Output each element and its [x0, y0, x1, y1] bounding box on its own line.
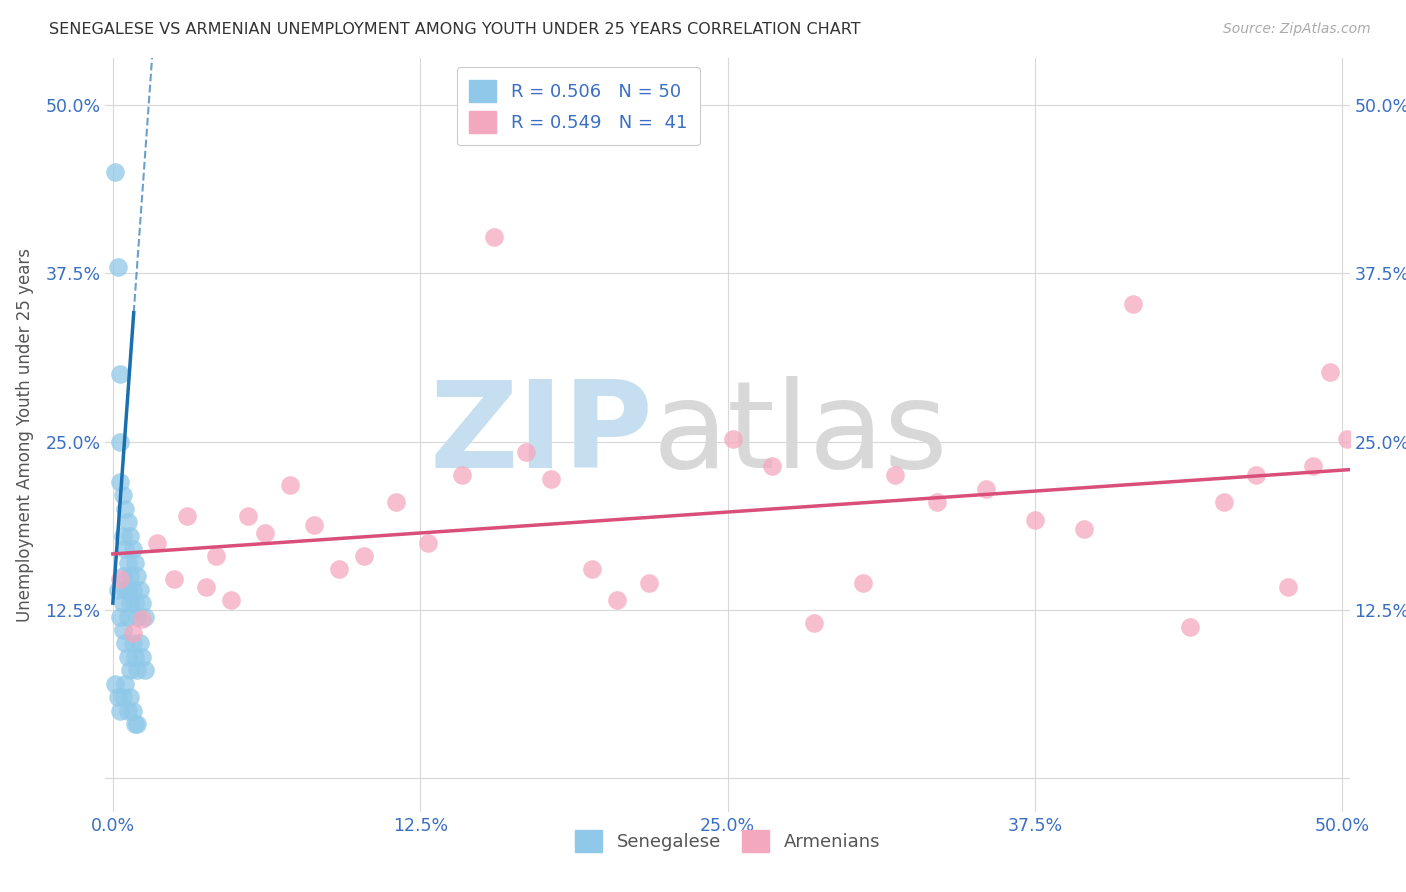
Point	[121, 582, 143, 597]
Point	[124, 596, 146, 610]
Y-axis label: Unemployment Among Youth under 25 years: Unemployment Among Youth under 25 years	[17, 248, 34, 622]
Point	[107, 582, 129, 597]
Point	[117, 649, 139, 664]
Point	[127, 717, 149, 731]
Point	[163, 572, 186, 586]
Point	[108, 434, 131, 449]
Point	[1213, 495, 1236, 509]
Point	[205, 549, 228, 563]
Point	[124, 717, 146, 731]
Point	[124, 556, 146, 570]
Point	[416, 535, 439, 549]
Legend: Senegalese, Armenians: Senegalese, Armenians	[568, 822, 887, 859]
Point	[974, 482, 997, 496]
Point	[581, 562, 603, 576]
Point	[104, 677, 127, 691]
Text: ZIP: ZIP	[429, 376, 652, 493]
Point	[121, 636, 143, 650]
Point	[111, 623, 134, 637]
Point	[176, 508, 198, 523]
Point	[118, 664, 141, 678]
Point	[108, 572, 131, 586]
Point	[761, 458, 783, 473]
Point	[1073, 522, 1095, 536]
Point	[118, 690, 141, 705]
Point	[107, 260, 129, 274]
Point	[304, 518, 326, 533]
Point	[108, 704, 131, 718]
Text: SENEGALESE VS ARMENIAN UNEMPLOYMENT AMONG YOUTH UNDER 25 YEARS CORRELATION CHART: SENEGALESE VS ARMENIAN UNEMPLOYMENT AMON…	[49, 22, 860, 37]
Point	[118, 596, 141, 610]
Point	[134, 609, 156, 624]
Point	[254, 526, 277, 541]
Point	[107, 690, 129, 705]
Point	[114, 677, 136, 691]
Point	[131, 649, 153, 664]
Point	[515, 445, 537, 459]
Point	[108, 475, 131, 489]
Text: Source: ZipAtlas.com: Source: ZipAtlas.com	[1223, 22, 1371, 37]
Point	[121, 542, 143, 557]
Point	[1319, 365, 1341, 379]
Point	[1336, 432, 1358, 446]
Point	[1122, 297, 1144, 311]
Point	[236, 508, 259, 523]
Point	[111, 529, 134, 543]
Point	[1302, 458, 1324, 473]
Point	[540, 472, 562, 486]
Point	[114, 501, 136, 516]
Point	[852, 575, 875, 590]
Point	[803, 616, 825, 631]
Point	[127, 664, 149, 678]
Point	[117, 704, 139, 718]
Point	[1178, 620, 1201, 634]
Point	[1277, 580, 1299, 594]
Point	[121, 625, 143, 640]
Point	[146, 535, 169, 549]
Point	[219, 593, 242, 607]
Point	[118, 529, 141, 543]
Point	[127, 609, 149, 624]
Point	[111, 488, 134, 502]
Point	[127, 569, 149, 583]
Point	[117, 582, 139, 597]
Point	[328, 562, 350, 576]
Point	[111, 569, 134, 583]
Point	[118, 569, 141, 583]
Point	[1024, 513, 1046, 527]
Point	[131, 596, 153, 610]
Point	[124, 649, 146, 664]
Point	[606, 593, 628, 607]
Point	[128, 636, 150, 650]
Point	[131, 612, 153, 626]
Point	[195, 580, 218, 594]
Point	[121, 704, 143, 718]
Point	[114, 636, 136, 650]
Point	[108, 609, 131, 624]
Point	[117, 609, 139, 624]
Point	[117, 516, 139, 530]
Point	[111, 690, 134, 705]
Point	[134, 664, 156, 678]
Point	[384, 495, 406, 509]
Point	[108, 368, 131, 382]
Point	[721, 432, 744, 446]
Point	[1246, 468, 1268, 483]
Point	[925, 495, 948, 509]
Point	[114, 582, 136, 597]
Point	[353, 549, 375, 563]
Point	[278, 477, 301, 491]
Point	[114, 542, 136, 557]
Point	[111, 596, 134, 610]
Point	[104, 165, 127, 179]
Point	[128, 582, 150, 597]
Point	[883, 468, 905, 483]
Point	[482, 230, 505, 244]
Point	[638, 575, 661, 590]
Point	[451, 468, 474, 483]
Point	[117, 556, 139, 570]
Text: atlas: atlas	[652, 376, 949, 493]
